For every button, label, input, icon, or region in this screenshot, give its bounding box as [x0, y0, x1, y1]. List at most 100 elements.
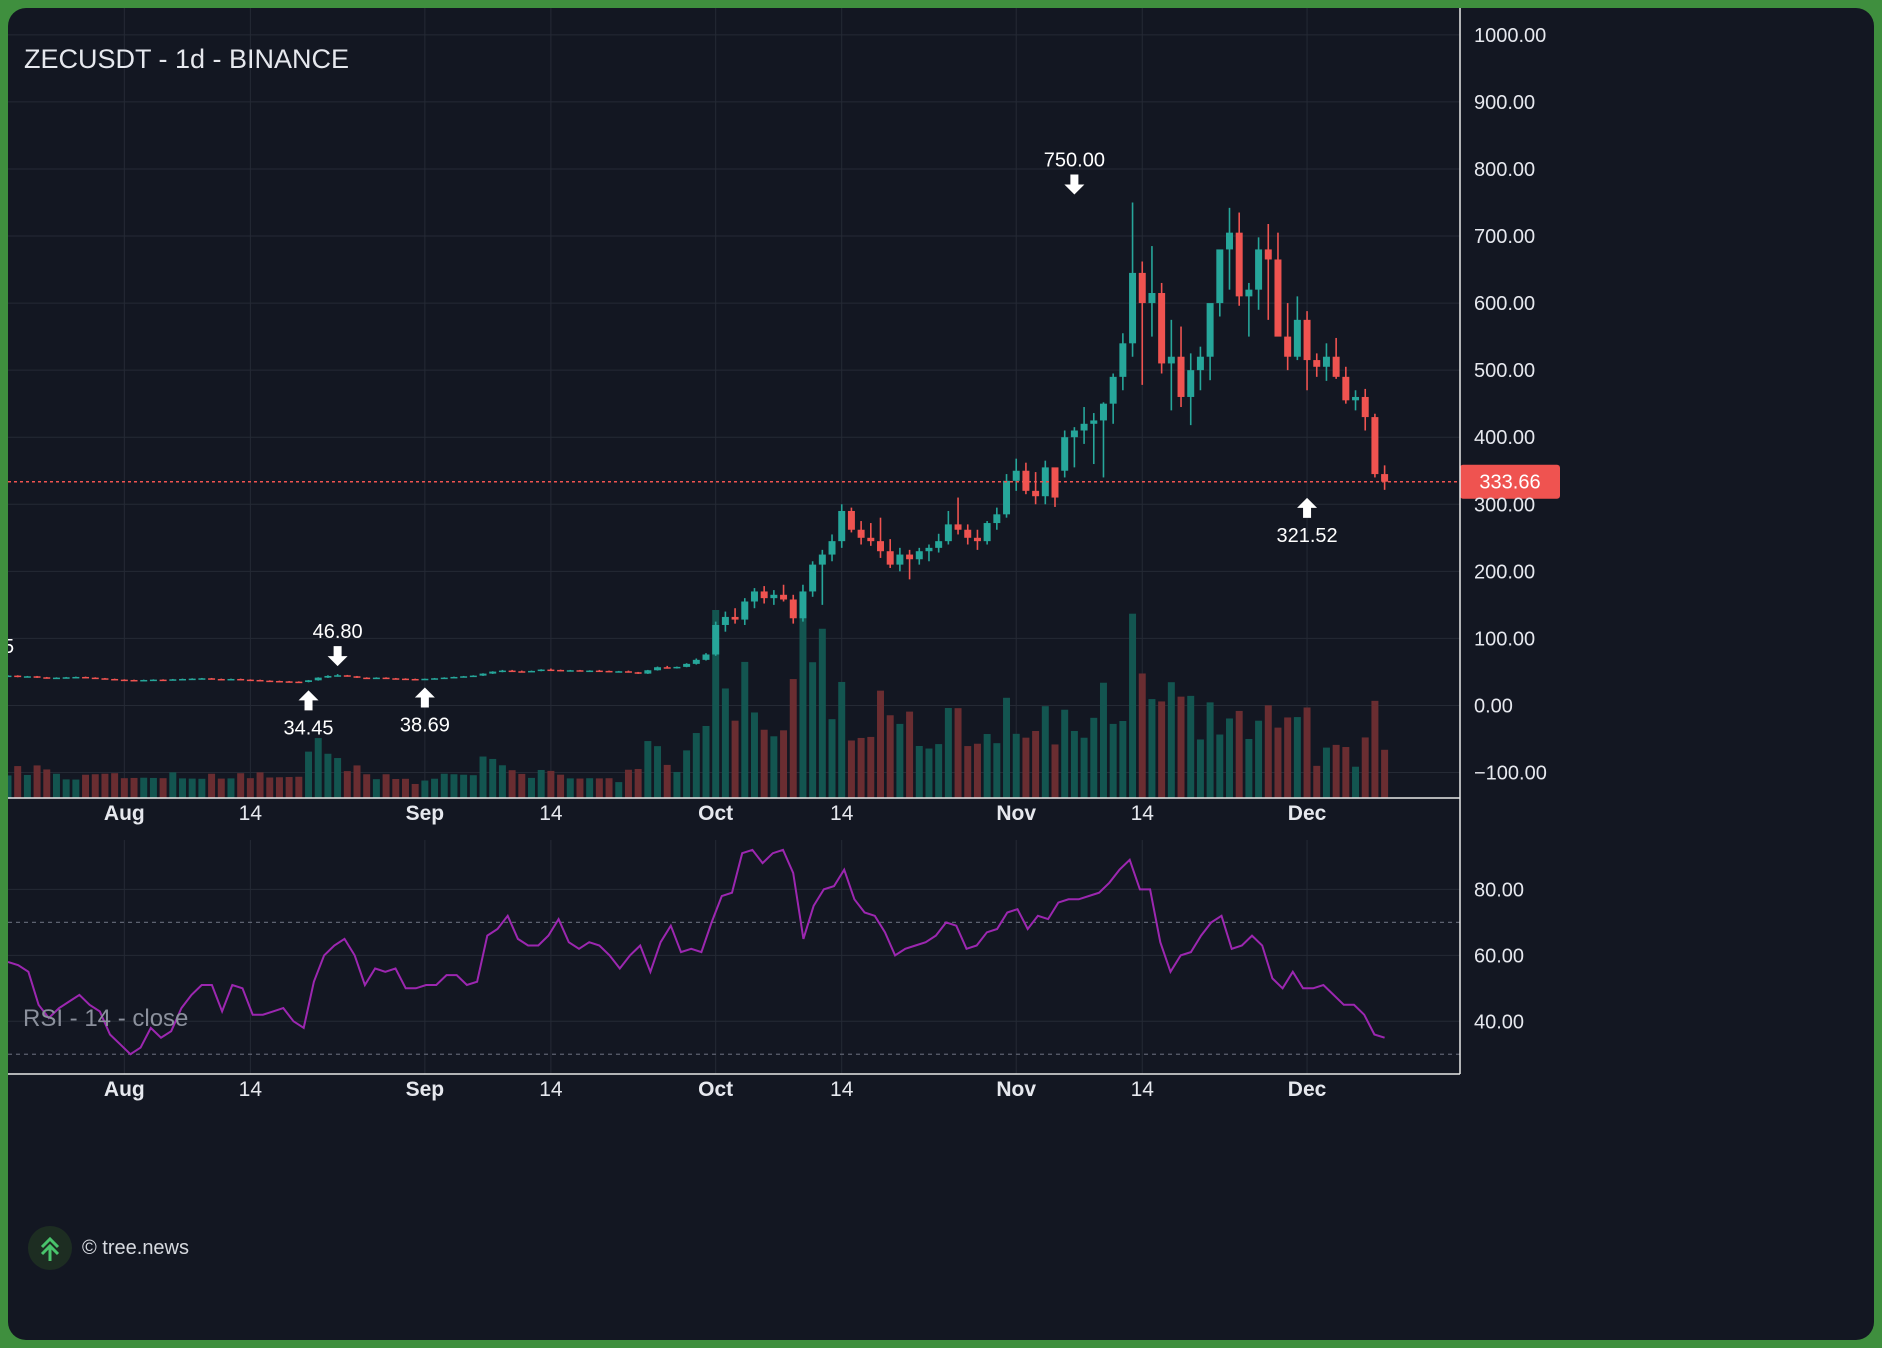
rsi-x-tick-label-6: Nov — [996, 1078, 1036, 1101]
last-price-label: 333.66 — [1479, 472, 1540, 494]
volume-bar-95 — [925, 748, 933, 798]
candle-body-120 — [1167, 356, 1175, 364]
candle-body-0 — [8, 675, 12, 678]
volume-bar-39 — [382, 774, 390, 798]
candle-body-34 — [334, 675, 342, 677]
volume-bar-5 — [52, 773, 60, 798]
candle-body-42 — [411, 678, 419, 681]
candle-body-106 — [1032, 490, 1040, 497]
annotation-label-2: 46.80 — [313, 621, 363, 643]
candle-body-123 — [1196, 356, 1204, 371]
candle-body-114 — [1109, 376, 1117, 404]
candle-body-21 — [208, 678, 216, 680]
rsi-line — [8, 848, 1385, 1056]
volume-bar-81 — [789, 679, 797, 798]
volume-bar-59 — [576, 778, 584, 798]
volume-bar-57 — [557, 774, 565, 798]
volume-bar-94 — [915, 745, 923, 798]
volume-bar-110 — [1070, 730, 1078, 798]
y-tick-label-3: 700.00 — [1474, 226, 1535, 248]
candle-body-57 — [557, 669, 565, 672]
candle-body-103 — [1003, 480, 1011, 515]
volume-bar-114 — [1109, 723, 1117, 798]
candle-body-32 — [314, 677, 322, 681]
candle-body-62 — [605, 670, 613, 673]
candle-body-18 — [179, 678, 186, 681]
candle-body-54 — [528, 670, 535, 673]
candle-body-122 — [1187, 370, 1195, 397]
volume-bar-7 — [72, 779, 80, 798]
x-tick-label-8: Dec — [1288, 802, 1327, 825]
volume-bar-124 — [1206, 702, 1214, 798]
volume-bar-25 — [246, 778, 254, 798]
candle-body-58 — [566, 670, 574, 672]
volume-bar-26 — [256, 772, 264, 798]
candle-body-28 — [275, 680, 283, 683]
volume-bar-101 — [983, 734, 991, 798]
candle-body-104 — [1012, 470, 1020, 481]
candle-body-92 — [896, 554, 904, 565]
candle-body-25 — [246, 679, 254, 682]
volume-bar-105 — [1022, 737, 1030, 798]
candle-body-118 — [1148, 293, 1156, 304]
volume-bar-38 — [372, 779, 380, 798]
candle-body-45 — [440, 677, 448, 680]
volume-bar-108 — [1051, 744, 1059, 798]
candle-body-88 — [857, 529, 865, 538]
candle-body-4 — [43, 677, 51, 679]
candle-body-29 — [285, 681, 293, 683]
volume-bar-30 — [295, 776, 303, 798]
volume-bar-93 — [906, 711, 914, 798]
candle-body-56 — [547, 669, 555, 672]
volume-bar-68 — [663, 764, 671, 798]
candle-body-108 — [1051, 467, 1059, 498]
candle-body-83 — [809, 564, 817, 592]
volume-bar-33 — [324, 753, 332, 798]
candle-body-82 — [799, 591, 807, 619]
volume-bar-133 — [1293, 717, 1301, 798]
volume-bars — [8, 610, 1389, 798]
volume-bar-10 — [101, 773, 109, 798]
volume-bar-83 — [809, 662, 817, 798]
volume-bar-132 — [1284, 717, 1292, 798]
watermark-text: © tree.news — [82, 1236, 190, 1259]
candle-body-85 — [828, 541, 836, 555]
y-tick-label-9: 100.00 — [1474, 628, 1535, 650]
volume-bar-47 — [460, 774, 468, 798]
x-tick-label-5: 14 — [830, 802, 854, 825]
volume-bar-107 — [1041, 706, 1049, 798]
volume-bar-23 — [227, 778, 235, 798]
volume-bar-77 — [750, 712, 758, 798]
volume-bar-96 — [935, 744, 943, 798]
candle-body-65 — [634, 672, 642, 674]
volume-bar-142 — [1381, 749, 1389, 798]
candle-body-31 — [305, 680, 313, 682]
volume-bar-52 — [508, 770, 516, 798]
candle-body-86 — [838, 510, 846, 542]
volume-bar-12 — [120, 778, 128, 798]
candle-body-130 — [1264, 249, 1272, 260]
volume-bar-104 — [1012, 733, 1020, 798]
candle-body-20 — [198, 678, 206, 680]
candle-body-72 — [702, 654, 710, 660]
volume-bar-123 — [1196, 739, 1204, 798]
volume-bar-71 — [692, 733, 700, 798]
volume-bar-27 — [266, 777, 274, 798]
price-annotations: 750.00 321.52 46.80 34.45 38.69 5 — [8, 149, 1338, 739]
y-tick-label-0: 1000.00 — [1474, 25, 1546, 47]
volume-bar-88 — [857, 737, 865, 798]
candle-body-44 — [431, 678, 439, 680]
volume-bar-99 — [964, 746, 972, 798]
candle-body-63 — [615, 671, 623, 673]
volume-bar-0 — [8, 775, 12, 798]
volume-bar-64 — [624, 769, 632, 798]
volume-bar-121 — [1177, 696, 1185, 798]
candle-body-59 — [576, 670, 584, 672]
volume-bar-34 — [334, 758, 342, 798]
candle-body-15 — [149, 679, 157, 682]
candle-body-47 — [460, 676, 468, 678]
candle-body-141 — [1371, 417, 1379, 475]
candle-body-93 — [906, 554, 914, 560]
volume-bar-82 — [799, 614, 807, 798]
